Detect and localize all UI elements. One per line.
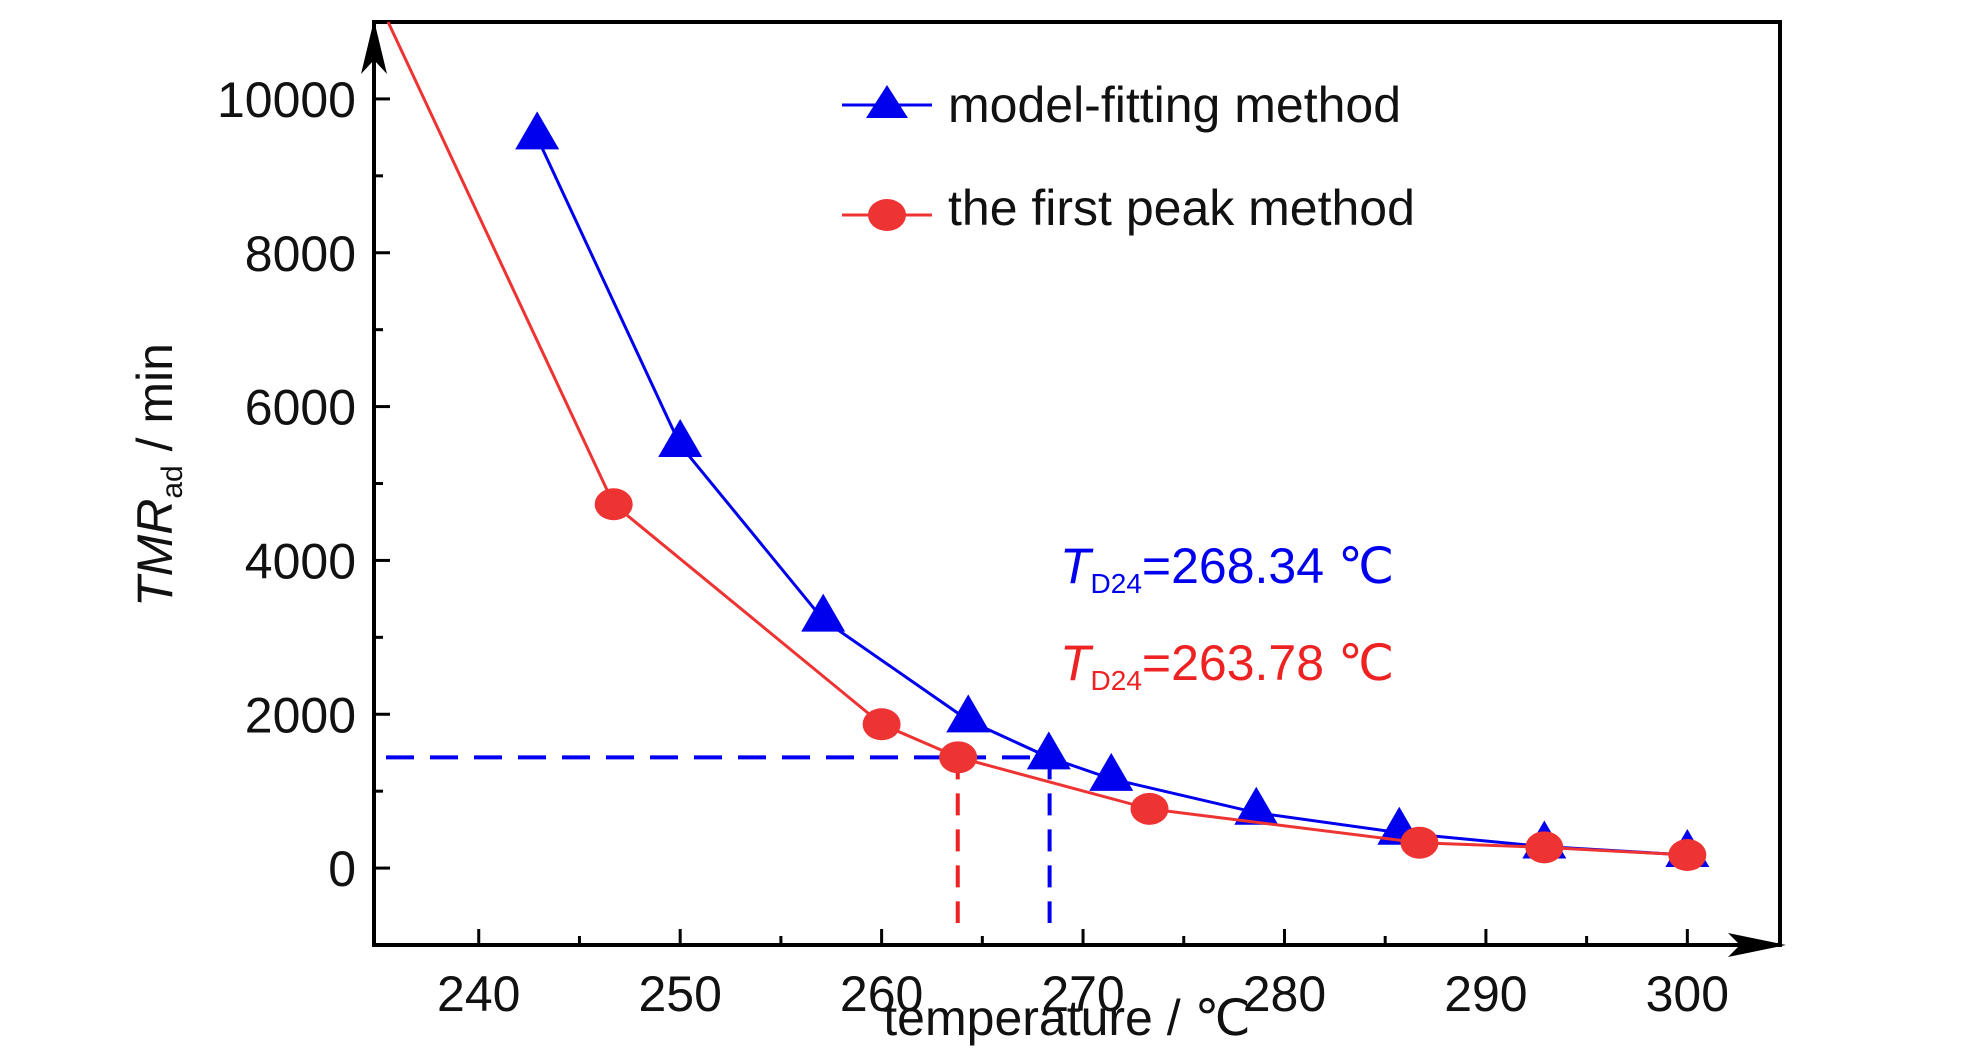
- series-line: [535, 136, 1688, 857]
- td24-annotation-first-peak: TD24=263.78 ℃: [1060, 635, 1394, 696]
- y-axis-title-main: TMR: [127, 499, 183, 607]
- y-axis-arrow-icon: [361, 20, 387, 74]
- data-point-circle: [862, 708, 901, 741]
- x-axis-arrow-icon: [1728, 933, 1786, 957]
- td24-annotation-model-fitting: TD24=268.34 ℃: [1060, 538, 1394, 599]
- y-axis-title-unit: / min: [127, 343, 183, 465]
- y-axis-title: TMRad / min: [127, 343, 189, 607]
- legend-marker-circle: [868, 199, 906, 231]
- data-point-triangle: [1234, 786, 1279, 825]
- data-point-circle: [1525, 831, 1564, 864]
- tick-labels: 0 2000 4000 6000 8000 10000 240 250 260 270 280 290…: [217, 72, 1729, 1022]
- axes: [361, 20, 1786, 957]
- x-tick-label: 260: [840, 966, 923, 1022]
- data-point-circle: [939, 741, 978, 774]
- x-tick-label: 270: [1041, 966, 1124, 1022]
- x-tick-label: 280: [1243, 966, 1326, 1022]
- y-tick-label: 2000: [245, 687, 356, 743]
- data-point-circle: [1130, 792, 1169, 825]
- x-tick-label: 290: [1444, 966, 1527, 1022]
- y-tick-label: 0: [328, 841, 356, 897]
- annot-sub: D24: [1091, 568, 1142, 599]
- legend-label-model-fitting: model-fitting method: [948, 77, 1401, 133]
- annot-sub: D24: [1091, 665, 1142, 696]
- x-tick-label: 240: [437, 966, 520, 1022]
- y-axis-title-sub: ad: [156, 465, 189, 498]
- legend-label-first-peak: the first peak method: [948, 180, 1415, 236]
- y-tick-label: 10000: [217, 72, 356, 128]
- annot-value: =263.78 ℃: [1142, 635, 1394, 691]
- y-tick-label: 8000: [245, 226, 356, 282]
- data-point-circle: [1668, 839, 1707, 872]
- data-point-triangle: [1026, 731, 1071, 770]
- x-axis-title: temperature / ℃: [883, 990, 1250, 1046]
- data-point-triangle: [1089, 752, 1134, 791]
- series-first-peak: [386, 21, 1707, 872]
- series-line-extension: [386, 21, 616, 505]
- data-point-triangle: [515, 111, 560, 150]
- annot-symbol: T: [1060, 635, 1094, 691]
- data-point-triangle: [801, 593, 846, 632]
- y-tick-label: 4000: [245, 533, 356, 589]
- legend: model-fitting method the first peak meth…: [842, 77, 1415, 236]
- data-point-triangle: [946, 694, 991, 733]
- series-layer: [386, 21, 1710, 872]
- legend-marker-triangle: [866, 85, 908, 118]
- y-tick-label: 6000: [245, 380, 356, 436]
- x-tick-label: 300: [1646, 966, 1729, 1022]
- data-point-circle: [1400, 826, 1439, 859]
- data-point-circle: [594, 488, 633, 521]
- data-point-triangle: [658, 419, 703, 458]
- reference-lines: [386, 755, 1052, 923]
- plot-frame: [372, 20, 1782, 947]
- x-tick-label: 250: [638, 966, 721, 1022]
- annot-symbol: T: [1060, 538, 1094, 594]
- annot-value: =268.34 ℃: [1142, 538, 1394, 594]
